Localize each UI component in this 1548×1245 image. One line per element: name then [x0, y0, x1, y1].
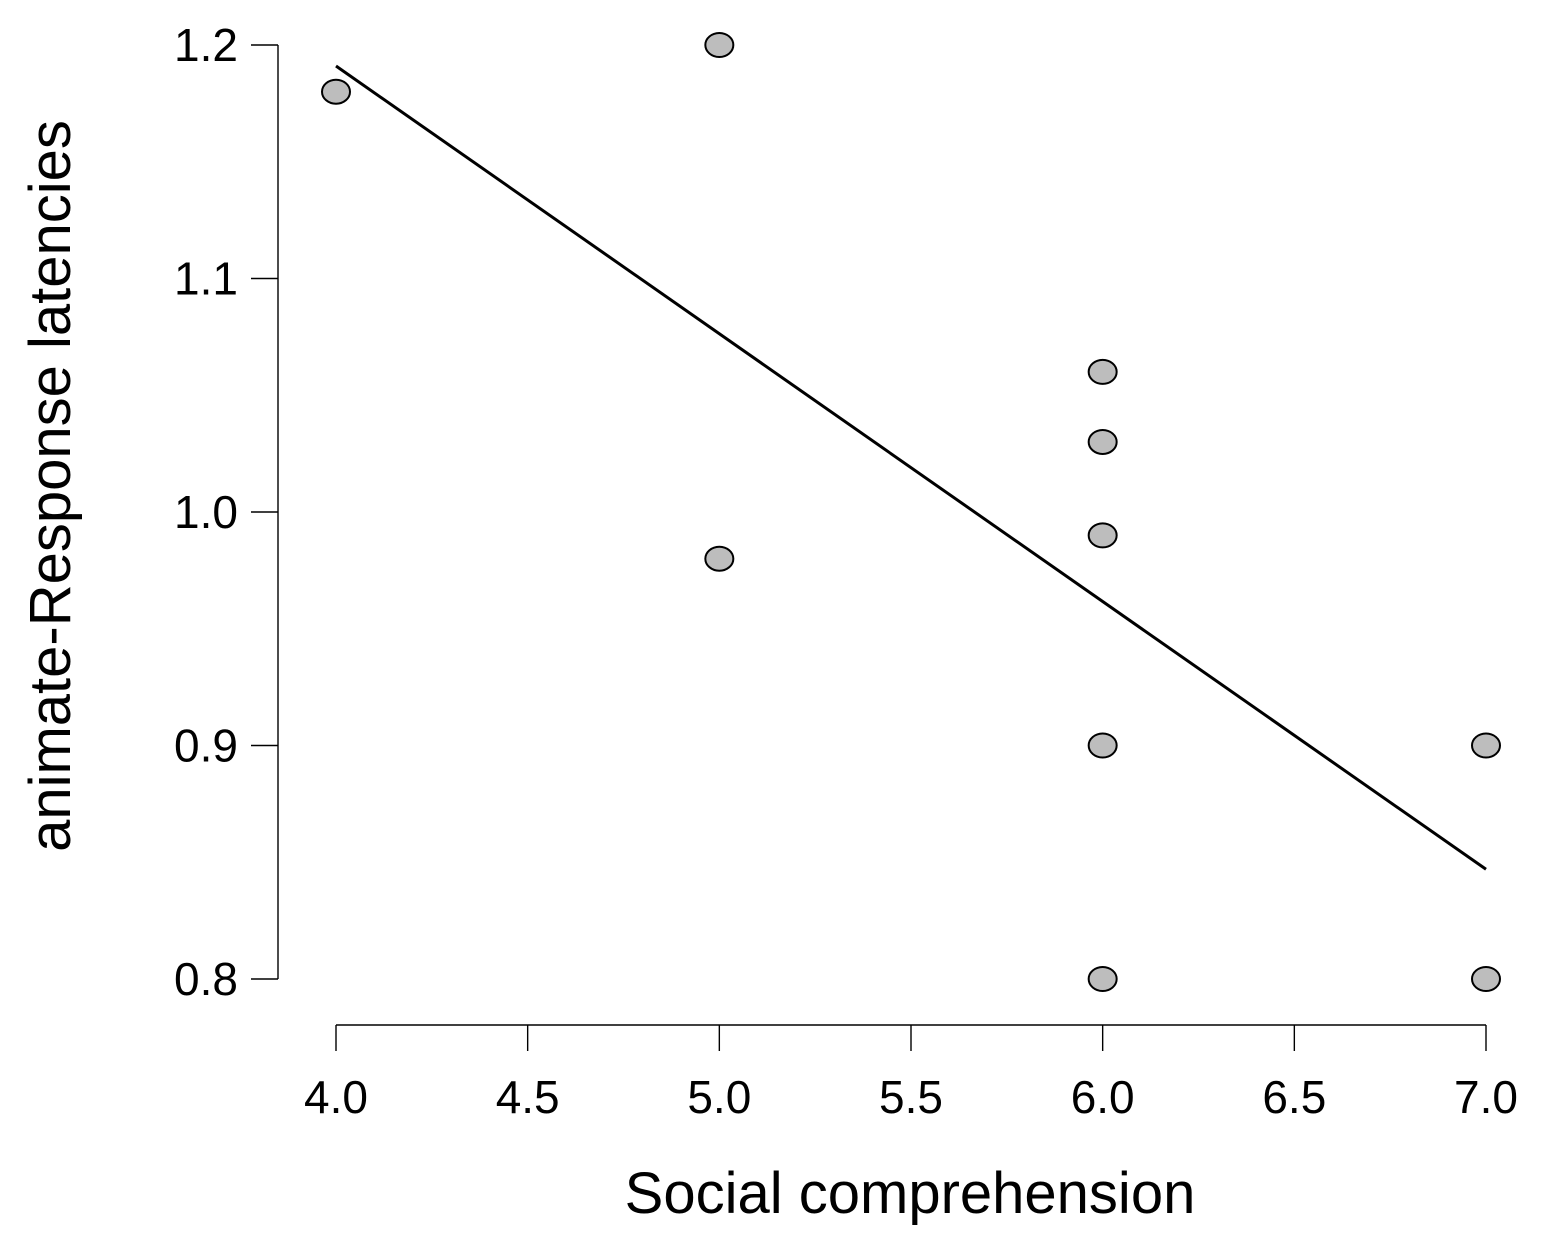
data-point — [1471, 966, 1501, 992]
data-point — [704, 32, 735, 58]
x-axis: 4.0 4.5 5.0 5.5 6.0 6.5 7.0 — [304, 1024, 1518, 1123]
data-points — [321, 32, 1501, 992]
data-point — [1087, 428, 1118, 455]
y-axis: 0.8 0.9 1.0 1.1 1.2 — [174, 19, 279, 1005]
x-tick-label: 4.0 — [304, 1071, 368, 1123]
regression-line — [335, 64, 1487, 871]
x-tick-label: 5.5 — [879, 1071, 943, 1123]
data-point — [1471, 732, 1501, 759]
x-tick-label: 6.0 — [1071, 1071, 1135, 1123]
x-tick-label: 7.0 — [1454, 1071, 1518, 1123]
data-point — [1087, 358, 1118, 385]
data-point — [1087, 522, 1118, 549]
data-point — [1087, 966, 1118, 992]
x-axis-title: Social comprehension — [625, 1161, 1196, 1226]
regression-line-group — [335, 64, 1487, 871]
y-tick-label: 1.1 — [174, 253, 238, 305]
x-tick-label: 6.5 — [1262, 1071, 1326, 1123]
x-tick-label: 4.5 — [496, 1071, 560, 1123]
data-point — [1087, 732, 1118, 759]
y-tick-label: 0.9 — [174, 720, 238, 772]
y-axis-title: animate-Response latencies — [18, 120, 83, 852]
y-tick-label: 0.8 — [174, 953, 238, 1005]
data-point — [704, 545, 735, 572]
y-tick-label: 1.0 — [174, 486, 238, 538]
data-point — [321, 78, 351, 105]
y-tick-label: 1.2 — [174, 19, 238, 71]
x-tick-label: 5.0 — [687, 1071, 751, 1123]
